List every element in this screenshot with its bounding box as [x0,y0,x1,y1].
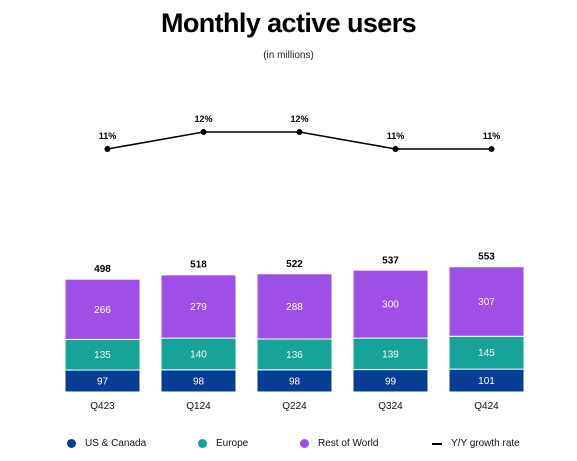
bar-segment-rest-of-world [160,274,237,339]
legend-item: US & Canada [67,438,146,449]
bar-total-label: 522 [286,259,303,270]
bar-value-label: 307 [478,297,495,308]
bar-segment-rest-of-world [64,278,141,340]
x-tick-label: Q324 [378,401,403,412]
bar-value-label: 139 [382,349,399,360]
bar-value-label: 140 [190,349,207,360]
growth-rate-point [392,146,399,152]
growth-rate-label: 12% [194,114,212,124]
x-tick-label: Q423 [90,401,115,412]
bar-value-label: 145 [478,348,495,359]
bar-total-label: 553 [478,252,495,263]
bar-value-label: 98 [289,376,301,387]
growth-rate-point [296,129,303,135]
bar-segment-rest-of-world [352,269,429,339]
x-tick-label: Q224 [282,401,307,412]
bar-value-label: 136 [286,350,303,361]
legend-label: US & Canada [85,438,147,449]
legend-item: Y/Y growth rate [432,438,520,449]
growth-rate-point [488,146,495,152]
bar-value-label: 101 [478,376,495,387]
growth-rate-label: 11% [99,131,117,141]
legend-item: Europe [198,438,248,449]
legend-label: Europe [216,438,249,449]
bar-value-label: 279 [190,302,207,313]
growth-rate-label: 11% [387,131,405,141]
bar-value-label: 288 [286,302,303,313]
stacked-bar-chart: 97 135 266 498 Q423 98 140 279 518 Q124 98 136 288 52… [64,114,525,412]
bar-segment-rest-of-world [448,266,525,337]
growth-rate-label: 12% [290,114,308,124]
bar-value-label: 97 [97,377,109,388]
legend-label: Rest of World [318,438,379,449]
legend: US & Canada Europe Rest of World Y/Y growth… [0,438,577,454]
bar-value-label: 99 [385,376,397,387]
bar-value-label: 98 [193,376,205,387]
legend-dot-marker [198,439,207,448]
legend-dot-marker [300,439,309,448]
x-tick-label: Q424 [474,401,499,412]
bar-total-label: 498 [94,264,111,275]
bar-value-label: 266 [94,305,111,316]
bar-segment-europe [448,335,525,370]
bar-segment-rest-of-world [256,273,333,340]
bar-value-label: 135 [94,350,111,361]
growth-rate-point [200,129,207,135]
growth-rate-label: 11% [483,131,501,141]
chart-title: Monthly active users [160,8,417,38]
legend-line-marker [432,442,442,445]
bar-total-label: 518 [190,260,207,271]
x-tick-label: Q124 [186,401,211,412]
bar-value-label: 300 [382,300,399,311]
legend-item: Rest of World [300,438,378,449]
chart-subtitle: (in millions) [263,50,314,61]
bar-total-label: 537 [382,255,399,266]
growth-rate-point [104,146,111,152]
legend-dot-marker [67,439,76,448]
legend-label: Y/Y growth rate [451,438,520,449]
